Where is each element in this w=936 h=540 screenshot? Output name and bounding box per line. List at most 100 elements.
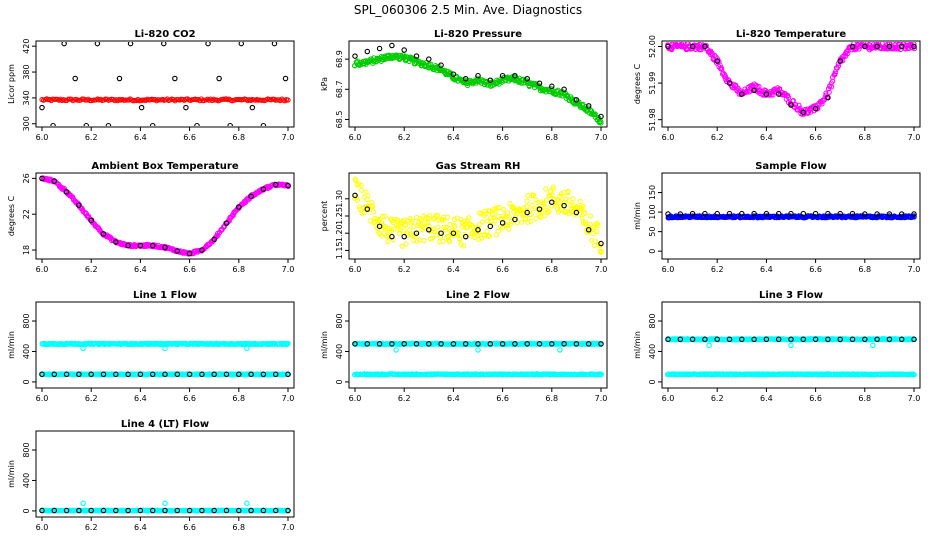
y-tick-label: 68.7 [335, 80, 344, 98]
band-point [493, 205, 499, 211]
band-point [491, 214, 497, 221]
band-point [887, 42, 893, 46]
data-point [162, 371, 168, 378]
data-point [352, 53, 358, 59]
data-point [825, 94, 831, 101]
data-point [702, 210, 708, 217]
data-point [573, 97, 580, 103]
x-tick-label: 6.4 [134, 265, 147, 274]
band-point [484, 218, 490, 224]
band-point [594, 228, 600, 234]
x-tick-label: 6.2 [711, 265, 724, 274]
y-tick-label: 50 [648, 227, 657, 237]
data-point [911, 211, 917, 217]
band-point [592, 238, 598, 244]
data-point [487, 223, 494, 230]
data-point [837, 210, 843, 217]
x-tick-label: 6.6 [496, 394, 509, 403]
x-tick-label: 6.6 [183, 265, 196, 274]
x-tick-label: 7.0 [595, 133, 608, 142]
band-point [790, 98, 796, 104]
y-tick-label: 1.25 [335, 207, 344, 225]
data-point [677, 211, 684, 217]
data-point [726, 336, 733, 343]
band-point [460, 243, 467, 249]
figure-title: SPL_060306 2.5 Min. Ave. Diagnostics [354, 3, 582, 17]
data-point [249, 104, 256, 111]
band-point [433, 212, 439, 219]
band-point [598, 372, 604, 378]
data-point [61, 42, 67, 47]
band-point [411, 237, 417, 244]
data-point [113, 507, 119, 514]
x-tick-label: 6.0 [36, 394, 49, 403]
band-point [396, 230, 402, 236]
plot-marks [38, 340, 291, 378]
band-point [506, 226, 512, 232]
y-axis-label: ml/min [7, 460, 16, 488]
panel-title: Line 1 Flow [133, 290, 197, 301]
data-point [401, 341, 407, 347]
x-tick-label: 7.0 [282, 265, 295, 274]
band-point [835, 63, 842, 69]
band-point [361, 210, 367, 216]
band-point [565, 190, 571, 196]
y-tick-label: 800 [22, 313, 31, 328]
band-point [404, 231, 410, 237]
data-point [211, 507, 217, 514]
data-point [788, 210, 794, 217]
band-point [524, 204, 530, 210]
data-point [260, 186, 267, 192]
data-point [137, 371, 144, 378]
data-point [137, 242, 144, 249]
data-point [113, 371, 119, 378]
data-point [874, 43, 880, 50]
band-point [592, 111, 598, 117]
x-tick-label: 6.2 [85, 133, 98, 142]
x-tick-label: 6.0 [36, 133, 49, 142]
data-point [512, 72, 518, 79]
data-point [174, 371, 181, 378]
y-axis-label: ml/min [633, 331, 642, 359]
band-point [393, 218, 400, 224]
x-tick-label: 6.8 [232, 394, 245, 403]
data-point [63, 507, 70, 514]
data-point [149, 507, 156, 514]
data-point [665, 43, 671, 50]
band-point [831, 71, 837, 78]
band-point [797, 105, 803, 111]
plot-frame [35, 301, 295, 389]
band-point [595, 222, 601, 228]
y-tick-label: 51.98 [648, 108, 657, 131]
band-point [530, 193, 536, 199]
band-point [426, 223, 432, 229]
data-point [862, 211, 868, 217]
band-point [499, 225, 506, 231]
band-point [550, 186, 556, 192]
data-point [702, 336, 708, 343]
band-point [442, 227, 449, 233]
band-point [479, 219, 486, 225]
x-tick-label: 7.0 [595, 394, 608, 403]
band-point [475, 236, 482, 242]
band-point [385, 239, 391, 245]
data-point [272, 507, 279, 514]
band-point [365, 193, 371, 199]
data-point [100, 507, 107, 514]
data-point [199, 247, 205, 253]
panel-title: Gas Stream RH [436, 161, 521, 172]
data-point [83, 122, 90, 126]
data-point [874, 336, 880, 343]
data-point [557, 347, 563, 353]
data-point [105, 122, 112, 126]
data-point [800, 109, 807, 116]
band-point [490, 212, 496, 218]
data-point [223, 507, 230, 514]
plot-frame [35, 40, 295, 128]
data-point [113, 239, 119, 245]
band-point [384, 225, 390, 232]
x-tick-label: 6.2 [398, 394, 411, 403]
